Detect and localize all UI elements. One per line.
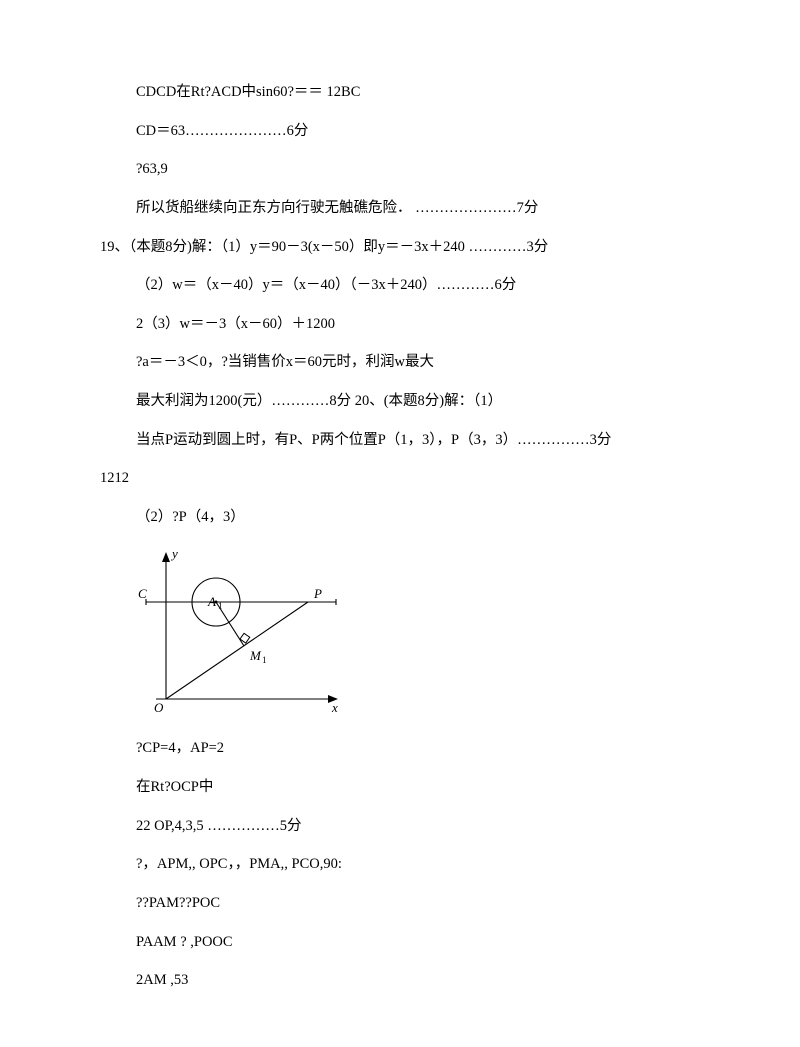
text-line: ??PAM??POC (100, 891, 700, 916)
svg-text:1: 1 (218, 601, 223, 611)
text-line: 所以货船继续向正东方向行驶无触礁危险． …………………7分 (100, 196, 700, 221)
svg-text:P: P (313, 586, 322, 601)
text-line: 1212 (100, 466, 700, 491)
svg-text:y: y (170, 546, 178, 561)
geometry-diagram: yxOCPA1M1 (136, 544, 700, 723)
svg-text:A: A (207, 594, 216, 609)
svg-text:C: C (138, 586, 147, 601)
text-line: （2）?P（4，3） (100, 505, 700, 530)
text-line: 在Rt?OCP中 (100, 775, 700, 800)
text-line: ?，APM,, OPC，，PMA,, PCO,90: (100, 852, 700, 877)
svg-text:O: O (154, 700, 164, 714)
page-content: CDCD在Rt?ACD中sin60?＝＝ 12BC CD＝63…………………6分?… (0, 0, 800, 1047)
text-line: 当点P运动到圆上时，有P、P两个位置P（1，3），P（3，3）……………3分 (100, 428, 700, 453)
text-line: 22 OP,4,3,5 ……………5分 (100, 814, 700, 839)
text-line: ?a＝－3＜0，?当销售价x＝60元时，利润w最大 (100, 350, 700, 375)
text-line: PAAM ? ,POOC (100, 930, 700, 955)
text-line: 2（3）w＝－3（x－60）＋1200 (100, 312, 700, 337)
text-line: CD＝63…………………6分 (100, 119, 700, 144)
text-line: ?CP=4，AP=2 (100, 736, 700, 761)
svg-text:M: M (249, 648, 262, 663)
text-line: （2）w＝（x－40）y＝（x－40）（－3x＋240）…………6分 (100, 273, 700, 298)
svg-text:x: x (331, 700, 338, 714)
text-line: 2AM ,53 (100, 968, 700, 993)
text-line: ?63,9 (100, 157, 700, 182)
coordinate-diagram: yxOCPA1M1 (136, 544, 346, 714)
svg-text:1: 1 (262, 655, 267, 665)
text-line: 最大利润为1200(元）…………8分 20、(本题8分)解：（1） (100, 389, 700, 414)
text-line: 19、（本题8分)解：（1）y＝90－3(x－50）即y＝－3x＋240 ………… (100, 235, 700, 260)
text-line: CDCD在Rt?ACD中sin60?＝＝ 12BC (100, 80, 700, 105)
